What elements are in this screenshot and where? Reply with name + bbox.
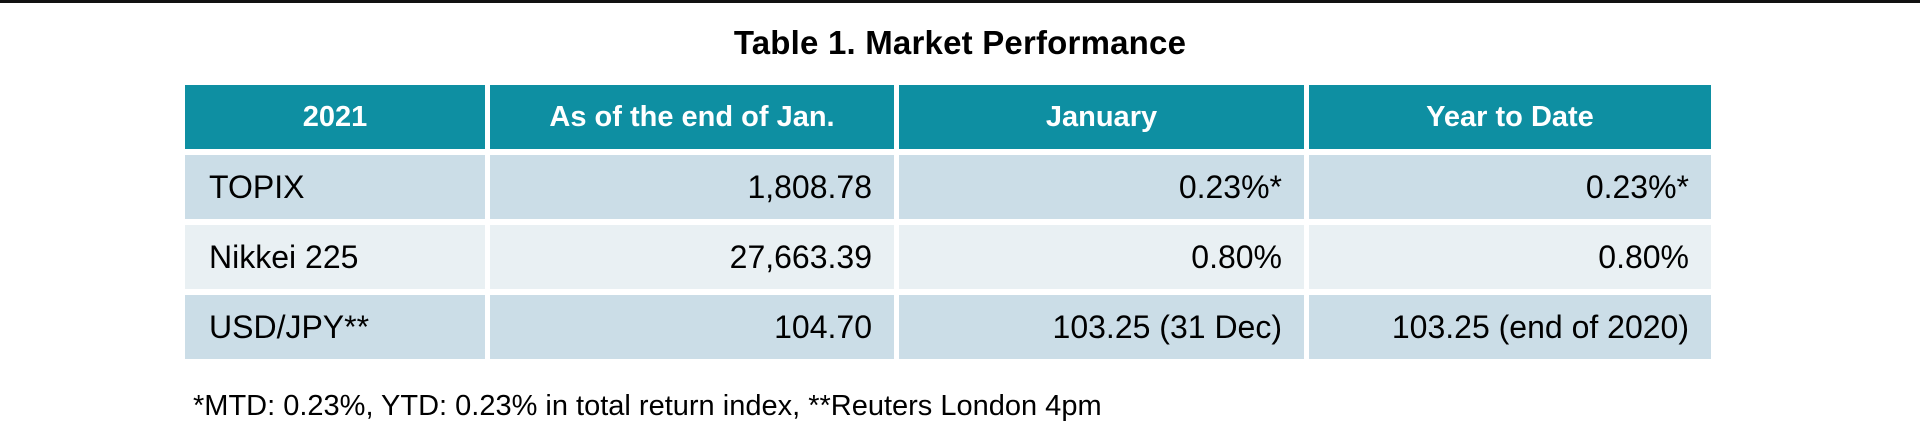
cell-usdjpy-ytd: 103.25 (end of 2020) [1309, 295, 1711, 359]
top-divider [0, 0, 1920, 3]
cell-topix-end-of-jan: 1,808.78 [490, 155, 894, 219]
page: Table 1. Market Performance 2021 As of t… [0, 0, 1920, 422]
table-title: Table 1. Market Performance [733, 24, 1187, 61]
column-header-january: January [899, 85, 1304, 149]
column-header-year: 2021 [185, 85, 485, 149]
cell-nikkei-ytd: 0.80% [1309, 225, 1711, 289]
cell-topix-january: 0.23%* [899, 155, 1304, 219]
row-label-topix: TOPIX [185, 155, 485, 219]
cell-nikkei-january: 0.80% [899, 225, 1304, 289]
column-header-ytd: Year to Date [1309, 85, 1711, 149]
market-performance-table: 2021 As of the end of Jan. January Year … [185, 85, 1711, 359]
row-label-nikkei: Nikkei 225 [185, 225, 485, 289]
table-footnote: *MTD: 0.23%, YTD: 0.23% in total return … [193, 390, 1102, 422]
row-label-usdjpy: USD/JPY** [185, 295, 485, 359]
cell-usdjpy-end-of-jan: 104.70 [490, 295, 894, 359]
column-header-as-of: As of the end of Jan. [490, 85, 894, 149]
cell-nikkei-end-of-jan: 27,663.39 [490, 225, 894, 289]
cell-usdjpy-january: 103.25 (31 Dec) [899, 295, 1304, 359]
cell-topix-ytd: 0.23%* [1309, 155, 1711, 219]
